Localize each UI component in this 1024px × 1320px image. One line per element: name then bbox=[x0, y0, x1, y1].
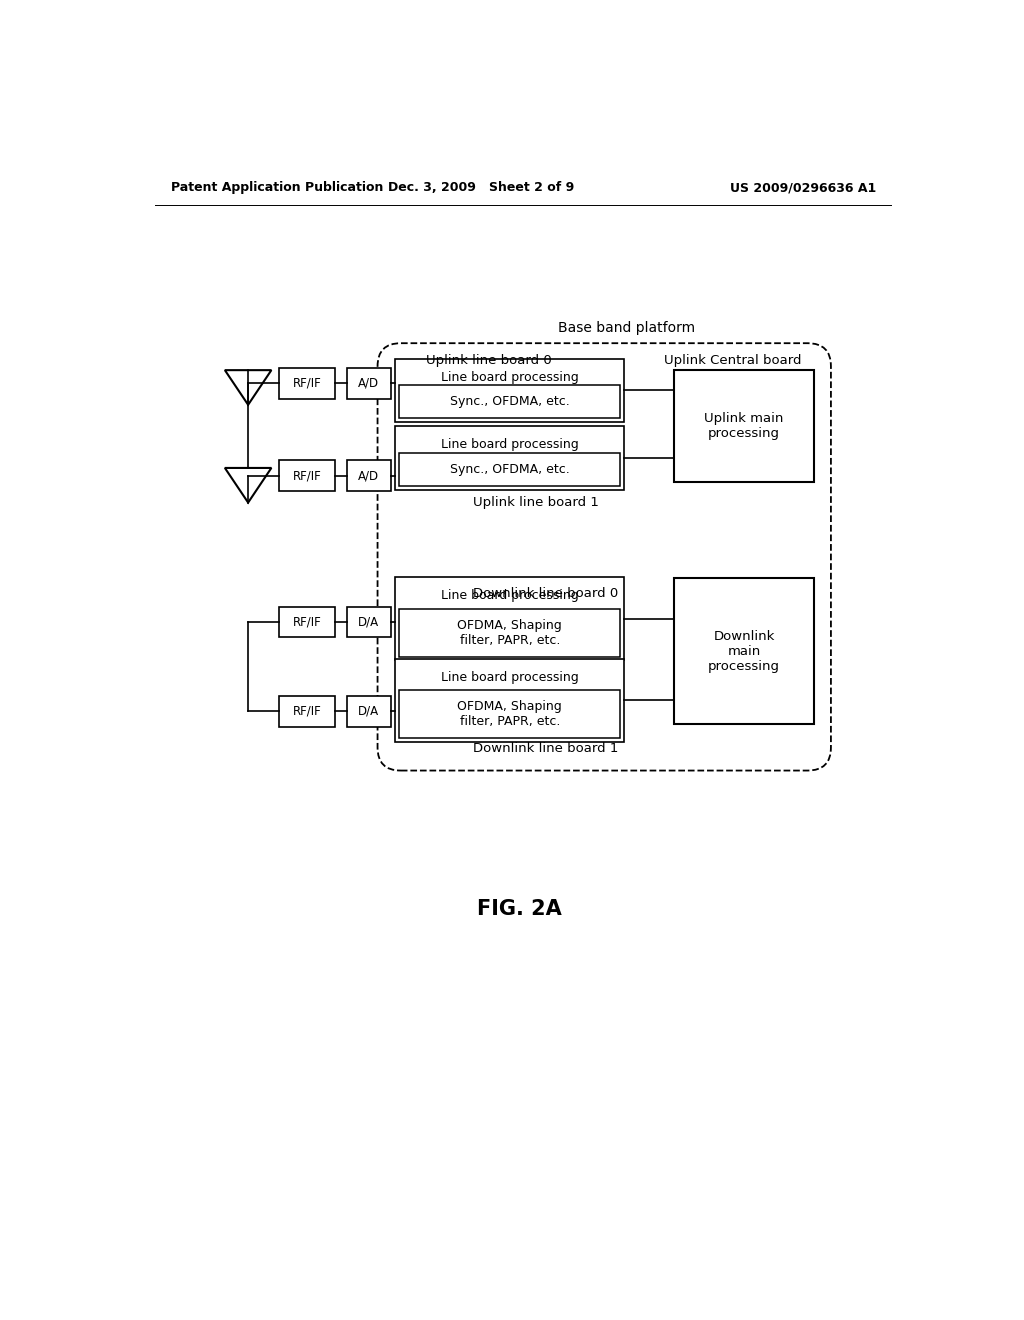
Text: Line board processing: Line board processing bbox=[440, 438, 579, 451]
Text: US 2009/0296636 A1: US 2009/0296636 A1 bbox=[730, 181, 876, 194]
FancyBboxPatch shape bbox=[395, 659, 624, 742]
Text: Patent Application Publication: Patent Application Publication bbox=[171, 181, 383, 194]
Text: Downlink
main
processing: Downlink main processing bbox=[709, 630, 780, 673]
Text: Downlink line board 0: Downlink line board 0 bbox=[473, 587, 618, 601]
Text: Dec. 3, 2009   Sheet 2 of 9: Dec. 3, 2009 Sheet 2 of 9 bbox=[387, 181, 573, 194]
Text: RF/IF: RF/IF bbox=[293, 469, 322, 482]
Text: D/A: D/A bbox=[358, 705, 379, 718]
Text: FIG. 2A: FIG. 2A bbox=[477, 899, 562, 919]
FancyBboxPatch shape bbox=[378, 343, 830, 771]
Text: Uplink main
processing: Uplink main processing bbox=[705, 412, 783, 440]
Text: OFDMA, Shaping
filter, PAPR, etc.: OFDMA, Shaping filter, PAPR, etc. bbox=[458, 701, 562, 729]
Text: D/A: D/A bbox=[358, 615, 379, 628]
Text: Sync., OFDMA, etc.: Sync., OFDMA, etc. bbox=[450, 395, 569, 408]
Text: Uplink line board 0: Uplink line board 0 bbox=[426, 354, 551, 367]
FancyBboxPatch shape bbox=[280, 368, 335, 399]
Text: Uplink line board 1: Uplink line board 1 bbox=[473, 496, 599, 510]
Text: Downlink line board 1: Downlink line board 1 bbox=[473, 742, 618, 755]
Text: OFDMA, Shaping
filter, PAPR, etc.: OFDMA, Shaping filter, PAPR, etc. bbox=[458, 619, 562, 647]
FancyBboxPatch shape bbox=[280, 461, 335, 491]
FancyBboxPatch shape bbox=[346, 696, 391, 726]
Text: RF/IF: RF/IF bbox=[293, 615, 322, 628]
Text: RF/IF: RF/IF bbox=[293, 705, 322, 718]
FancyBboxPatch shape bbox=[280, 607, 335, 638]
Text: Uplink Central board: Uplink Central board bbox=[664, 354, 801, 367]
Text: Line board processing: Line board processing bbox=[440, 371, 579, 384]
Text: Line board processing: Line board processing bbox=[440, 671, 579, 684]
FancyBboxPatch shape bbox=[395, 577, 624, 660]
Text: Line board processing: Line board processing bbox=[440, 589, 579, 602]
FancyBboxPatch shape bbox=[346, 607, 391, 638]
FancyBboxPatch shape bbox=[346, 368, 391, 399]
FancyBboxPatch shape bbox=[346, 461, 391, 491]
FancyBboxPatch shape bbox=[395, 359, 624, 422]
FancyBboxPatch shape bbox=[675, 370, 814, 482]
FancyBboxPatch shape bbox=[280, 696, 335, 726]
Text: Base band platform: Base band platform bbox=[558, 321, 695, 335]
FancyBboxPatch shape bbox=[395, 426, 624, 490]
Text: A/D: A/D bbox=[358, 469, 379, 482]
Text: Sync., OFDMA, etc.: Sync., OFDMA, etc. bbox=[450, 462, 569, 475]
FancyBboxPatch shape bbox=[675, 578, 814, 725]
FancyBboxPatch shape bbox=[399, 690, 621, 738]
FancyBboxPatch shape bbox=[399, 385, 621, 418]
Text: RF/IF: RF/IF bbox=[293, 376, 322, 389]
Text: A/D: A/D bbox=[358, 376, 379, 389]
FancyBboxPatch shape bbox=[399, 453, 621, 486]
FancyBboxPatch shape bbox=[399, 609, 621, 656]
